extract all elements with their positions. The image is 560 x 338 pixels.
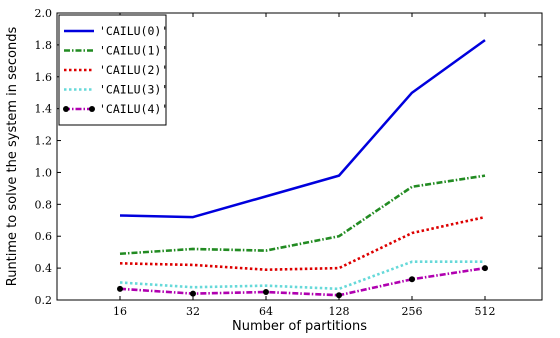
series-line-4 [119, 266, 486, 297]
legend-label-1: 'CAILU(1)' [99, 44, 168, 58]
legend-marker [63, 106, 69, 112]
y-tick-label: 0.4 [35, 262, 53, 275]
legend-label-0: 'CAILU(0)' [99, 24, 168, 38]
series-point-4 [263, 289, 269, 296]
x-tick-label: 16 [113, 305, 127, 318]
x-axis-label: Number of partitions [232, 319, 367, 334]
legend-marker [89, 106, 95, 112]
plot-frame [56, 12, 543, 301]
series-point-4 [482, 265, 488, 272]
y-tick-label: 1.6 [35, 71, 53, 84]
legend-label-4: 'CAILU(4)' [99, 102, 168, 116]
x-tick-label: 128 [329, 305, 350, 318]
y-axis-label: Runtime to solve the system in seconds [5, 27, 20, 287]
series-line-2 [119, 215, 486, 272]
y-tick-label: 1.0 [35, 166, 53, 179]
x-tick-label: 512 [475, 305, 496, 318]
y-tick-label: 0.6 [35, 230, 53, 243]
series-line-0 [119, 39, 486, 219]
y-tick-label: 1.2 [35, 135, 53, 148]
x-tick-label: 256 [402, 305, 423, 318]
series-line-1 [119, 174, 486, 256]
legend-label-2: 'CAILU(2)' [99, 63, 168, 77]
y-tick-label: 1.8 [35, 39, 53, 52]
legend-label-3: 'CAILU(3)' [99, 83, 168, 97]
x-tick-label: 32 [186, 305, 200, 318]
series-point-4 [336, 292, 342, 299]
series-point-4 [190, 290, 196, 297]
x-tick-label: 64 [259, 305, 273, 318]
series-line-3 [119, 260, 485, 291]
series-point-4 [409, 276, 415, 283]
y-tick-label: 2.0 [35, 7, 53, 20]
series-point-4 [117, 285, 123, 292]
y-tick-label: 1.4 [35, 103, 53, 116]
y-tick-label: 0.8 [35, 198, 53, 211]
legend-box [58, 14, 167, 126]
y-tick-label: 0.2 [35, 294, 53, 307]
